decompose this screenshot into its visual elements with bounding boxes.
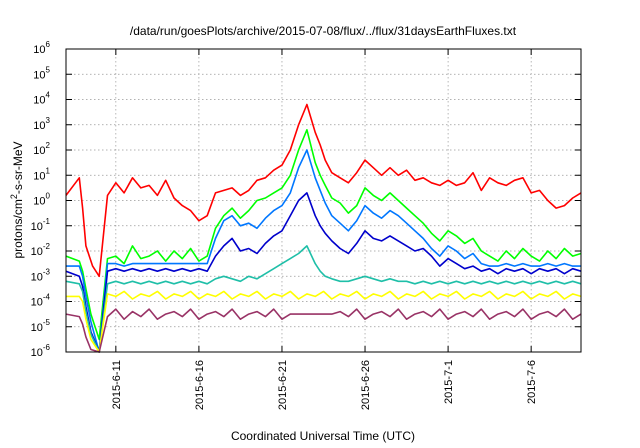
y-axis-label-exponent: 2: [9, 194, 19, 199]
series-line-2: [65, 129, 582, 341]
y-tick-exponent: -5: [43, 318, 51, 327]
y-tick-label: 106: [33, 40, 50, 56]
series-line-1: [65, 103, 582, 278]
x-tick-label: 2015-6-21: [277, 360, 289, 410]
y-axis-label: protons/cm2-s-sr-MeV: [9, 141, 25, 258]
y-tick-label: 10-1: [31, 217, 51, 233]
y-tick-exponent: 5: [46, 65, 51, 74]
y-tick-base: 10: [31, 271, 43, 283]
y-tick-exponent: -2: [43, 242, 51, 251]
y-tick-label: 100: [33, 192, 50, 208]
series-line-5: [65, 245, 582, 353]
y-tick-base: 10: [31, 246, 43, 258]
series-line-7: [65, 308, 582, 353]
y-tick-exponent: 4: [46, 91, 51, 100]
series-line-3: [66, 149, 581, 353]
chart-title: /data/run/goesPlots/archive/2015-07-08/f…: [130, 24, 517, 38]
y-tick-label: 102: [33, 141, 50, 157]
y-tick-base: 10: [31, 297, 43, 309]
y-tick-exponent: -1: [43, 217, 51, 226]
y-axis: 10-610-510-410-310-210-11001011021031041…: [31, 40, 581, 359]
y-tick-label: 101: [33, 166, 50, 182]
x-axis-label: Coordinated Universal Time (UTC): [231, 429, 415, 443]
y-tick-exponent: -4: [43, 293, 51, 302]
y-tick-base: 10: [31, 322, 43, 334]
x-tick-label: 2015-6-26: [360, 360, 372, 410]
y-tick-exponent: 1: [46, 166, 51, 175]
y-tick-exponent: -6: [43, 343, 51, 352]
y-tick-base: 10: [31, 221, 43, 233]
y-tick-label: 10-2: [31, 242, 51, 258]
x-tick-label: 2015-6-16: [194, 360, 206, 410]
y-axis-label-base: protons/cm: [11, 199, 25, 258]
y-tick-exponent: 2: [46, 141, 51, 150]
y-tick-exponent: 3: [46, 116, 51, 125]
y-tick-base: 10: [33, 95, 45, 107]
y-tick-exponent: 6: [46, 40, 51, 49]
y-tick-exponent: 0: [46, 192, 51, 201]
y-tick-base: 10: [33, 120, 45, 132]
x-tick-label: 2015-6-11: [111, 360, 123, 409]
y-tick-base: 10: [31, 347, 43, 359]
y-tick-label: 103: [33, 116, 50, 132]
y-tick-label: 104: [33, 91, 50, 107]
grid: [66, 49, 581, 352]
series-group: [65, 103, 582, 353]
y-tick-base: 10: [33, 69, 45, 81]
y-tick-base: 10: [33, 44, 45, 56]
y-tick-base: 10: [33, 145, 45, 157]
series-line-6: [66, 290, 582, 353]
y-tick-label: 105: [33, 65, 50, 81]
y-tick-label: 10-6: [31, 343, 51, 359]
y-tick-exponent: -3: [43, 267, 51, 276]
x-axis: 2015-6-11 2015-6-16 2015-6-21 2015-6-26 2015…: [111, 49, 538, 410]
y-tick-label: 10-3: [31, 267, 51, 283]
y-tick-label: 10-5: [31, 318, 51, 334]
series-line-4: [65, 192, 582, 353]
y-tick-base: 10: [33, 196, 45, 208]
x-tick-label: 2015-7-1: [443, 360, 455, 404]
x-tick-label: 2015-7-6: [526, 360, 538, 404]
y-tick-base: 10: [33, 170, 45, 182]
y-tick-label: 10-4: [31, 293, 51, 309]
y-axis-label-rest: -s-sr-MeV: [11, 141, 25, 194]
